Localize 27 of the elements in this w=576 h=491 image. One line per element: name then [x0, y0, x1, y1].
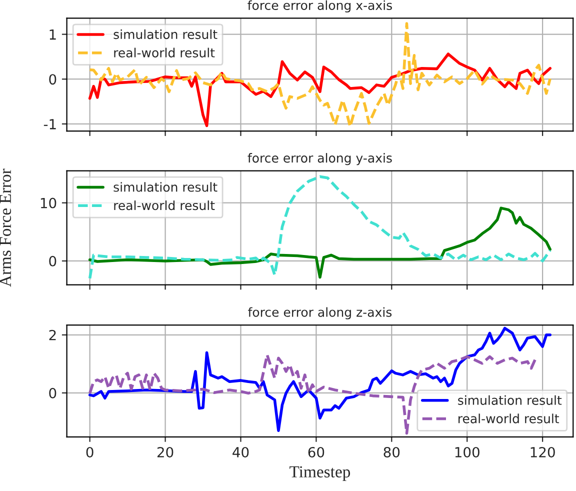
legend-label: simulation result: [114, 182, 218, 192]
x-tick-label: 80: [384, 446, 400, 458]
x-tick-label: 0: [86, 446, 94, 458]
y-tick-label: 2: [49, 330, 56, 340]
y-tick-label: 10: [40, 198, 56, 208]
x-tick-label: 100: [455, 446, 480, 458]
line-series: [88, 22, 552, 128]
chart-title: force error along z-axis: [248, 307, 392, 320]
y-tick-label: 0: [49, 256, 56, 266]
y-tick-label: 0: [49, 74, 56, 85]
y-tick-label: 1: [50, 29, 56, 40]
x-tick-label: 20: [157, 446, 174, 458]
chart-title: force error along y-axis: [248, 153, 392, 166]
y-tick-label: 0: [49, 388, 56, 398]
line-series: [88, 175, 552, 280]
legend-label: simulation result: [458, 395, 562, 405]
legend-label: simulation result: [114, 29, 218, 40]
chart-title: force error along x-axis: [248, 0, 392, 12]
x-tick-label: 120: [530, 446, 555, 458]
legend-label: real-world result: [114, 48, 215, 58]
y-axis-title: Arms Force Error: [0, 168, 12, 287]
legend-label: real-world result: [458, 414, 560, 424]
x-tick-label: 60: [308, 446, 324, 458]
x-tick-label: 40: [232, 446, 249, 458]
x-axis-title: Timestep: [290, 466, 350, 481]
legend-label: real-world result: [114, 200, 215, 210]
y-tick-label: -1: [44, 119, 56, 130]
